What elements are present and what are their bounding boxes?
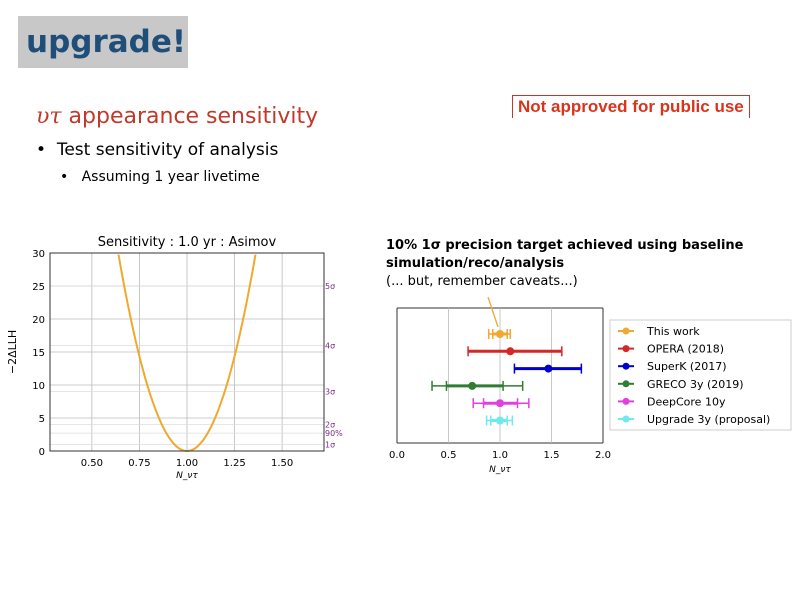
- annotation-arrow: [487, 296, 499, 328]
- sigma-label: 1σ: [325, 440, 335, 449]
- sigma-label: 5σ: [325, 282, 335, 291]
- data-point: [544, 364, 553, 373]
- legend-marker-dot: [622, 415, 630, 423]
- x-tick-label: 1.0: [492, 450, 508, 461]
- bullet-1-text: Test sensitivity of analysis: [56, 140, 279, 160]
- left-chart-title: Sensitivity : 1.0 yr : Asimov: [98, 235, 277, 250]
- upgrade-badge: upgrade!: [18, 16, 188, 68]
- y-tick-label: 30: [32, 249, 45, 260]
- legend-label: SuperK (2017): [647, 360, 727, 373]
- nu-tau-symbol: υτ: [36, 104, 62, 129]
- bullet-2-text: Assuming 1 year livetime: [81, 169, 260, 185]
- y-tick-label: 0: [39, 447, 45, 458]
- left-x-label: N_ντ: [176, 471, 198, 481]
- data-point: [496, 330, 504, 338]
- data-point: [506, 347, 515, 356]
- x-tick-label: 1.5: [544, 450, 560, 461]
- y-tick-label: 15: [32, 348, 45, 359]
- annotation-line-3: (... but, remember caveats...): [386, 274, 578, 289]
- data-point: [468, 381, 477, 390]
- sigma-label: 4σ: [325, 341, 335, 350]
- x-tick-label: 2.0: [595, 450, 611, 461]
- legend-label: Upgrade 3y (proposal): [647, 413, 770, 426]
- x-tick-label: 1.50: [271, 458, 293, 469]
- legend-marker-dot: [622, 380, 630, 388]
- not-approved-label: Not approved for public use: [512, 95, 750, 118]
- legend-box: [609, 319, 792, 431]
- y-tick-label: 20: [32, 315, 45, 326]
- right-x-label: N_ντ: [489, 465, 511, 475]
- left-y-label: −2ΔLLH: [6, 330, 19, 374]
- data-point: [496, 416, 504, 425]
- legend-label: This work: [646, 325, 700, 338]
- legend-marker-dot: [622, 327, 630, 335]
- title-text: appearance sensitivity: [61, 104, 319, 129]
- y-tick-label: 10: [32, 381, 45, 392]
- bullet-1: • Test sensitivity of analysis: [36, 140, 279, 160]
- x-tick-label: 0.50: [81, 458, 103, 469]
- legend-label: GRECO 3y (2019): [647, 378, 744, 391]
- legend-marker-dot: [622, 397, 630, 405]
- annotation-line-2: simulation/reco/analysis: [386, 256, 565, 271]
- sigma-label: 90%: [325, 429, 343, 438]
- x-tick-label: 0.0: [389, 450, 405, 461]
- legend-marker-dot: [622, 362, 630, 370]
- annotation-line-1: 10% 1σ precision target achieved using b…: [386, 238, 744, 253]
- x-tick-label: 0.75: [128, 458, 150, 469]
- left-plot-frame: [49, 252, 325, 452]
- x-tick-label: 1.00: [176, 458, 198, 469]
- y-tick-label: 5: [39, 414, 45, 425]
- sigma-label: 3σ: [325, 388, 335, 397]
- legend-label: OPERA (2018): [647, 343, 724, 356]
- annotation: 10% 1σ precision target achieved using b…: [386, 237, 743, 291]
- y-tick-label: 25: [32, 282, 45, 293]
- data-point: [496, 399, 504, 408]
- x-tick-label: 0.5: [441, 450, 457, 461]
- legend-label: DeepCore 10y: [647, 395, 726, 408]
- sigma-label: 2σ: [325, 421, 335, 430]
- legend-marker-dot: [622, 345, 630, 353]
- slide-title: υτ appearance sensitivity: [36, 104, 318, 129]
- bullet-2: • Assuming 1 year livetime: [60, 169, 260, 185]
- x-tick-label: 1.25: [223, 458, 245, 469]
